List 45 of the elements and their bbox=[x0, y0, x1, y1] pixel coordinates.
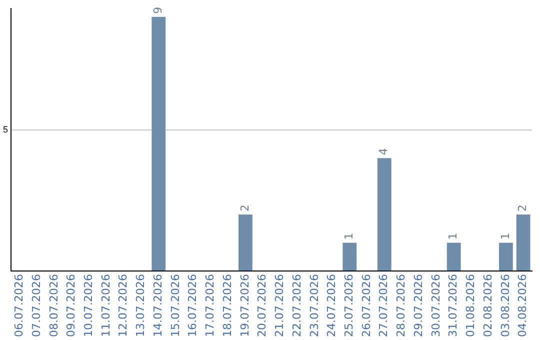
bar bbox=[446, 242, 461, 271]
x-tick-label: 08.07.2026 bbox=[47, 274, 60, 338]
x-tick-label: 27.07.2026 bbox=[377, 274, 390, 338]
x-tick-label: 10.07.2026 bbox=[82, 274, 96, 338]
x-tick-label: 19.07.2026 bbox=[238, 274, 252, 338]
x-tick-label: 22.07.2026 bbox=[290, 274, 304, 338]
bar bbox=[238, 214, 252, 271]
x-tick-label: 24.07.2026 bbox=[325, 274, 338, 338]
x-tick-label: 02.08.2026 bbox=[481, 274, 494, 338]
bar bbox=[152, 16, 166, 271]
data-label: 1 bbox=[498, 232, 512, 240]
x-tick-label: 21.07.2026 bbox=[273, 274, 286, 338]
x-tick-label: 11.07.2026 bbox=[99, 274, 112, 338]
x-tick-label: 18.07.2026 bbox=[220, 274, 234, 338]
x-tick-label: 14.07.2026 bbox=[151, 274, 164, 338]
bar bbox=[377, 158, 392, 271]
x-tick-label: 13.07.2026 bbox=[134, 274, 148, 338]
x-tick-label: 01.08.2026 bbox=[464, 274, 478, 338]
x-tick-label: 04.08.2026 bbox=[516, 274, 530, 338]
data-label: 9 bbox=[151, 6, 164, 14]
x-tick-label: 30.07.2026 bbox=[429, 274, 442, 338]
data-label: 4 bbox=[377, 148, 390, 156]
bar bbox=[342, 242, 357, 271]
x-tick-label: 29.07.2026 bbox=[412, 274, 425, 338]
x-tick-label: 06.07.2026 bbox=[12, 274, 26, 338]
x-tick-label: 26.07.2026 bbox=[360, 274, 373, 338]
data-label: 2 bbox=[516, 204, 530, 212]
x-tick-label: 12.07.2026 bbox=[116, 274, 130, 338]
bar bbox=[499, 242, 513, 271]
x-tick-label: 25.07.2026 bbox=[342, 274, 356, 338]
data-label: 1 bbox=[342, 232, 356, 240]
x-tick-label: 03.08.2026 bbox=[498, 274, 512, 338]
x-tick-label: 16.07.2026 bbox=[186, 274, 200, 338]
x-tick-label: 09.07.2026 bbox=[64, 274, 78, 338]
x-tick-label: 23.07.2026 bbox=[308, 274, 321, 338]
x-tick-label: 17.07.2026 bbox=[204, 274, 217, 338]
x-tick-label: 07.07.2026 bbox=[30, 274, 43, 338]
data-label: 2 bbox=[238, 204, 252, 212]
data-label: 1 bbox=[446, 232, 460, 240]
bar bbox=[516, 214, 530, 271]
x-tick-label: 28.07.2026 bbox=[394, 274, 408, 338]
y-tick-label: 5 bbox=[2, 124, 8, 134]
x-tick-label: 15.07.2026 bbox=[168, 274, 182, 338]
x-tick-label: 31.07.2026 bbox=[446, 274, 460, 338]
x-tick-label: 20.07.2026 bbox=[256, 274, 269, 338]
